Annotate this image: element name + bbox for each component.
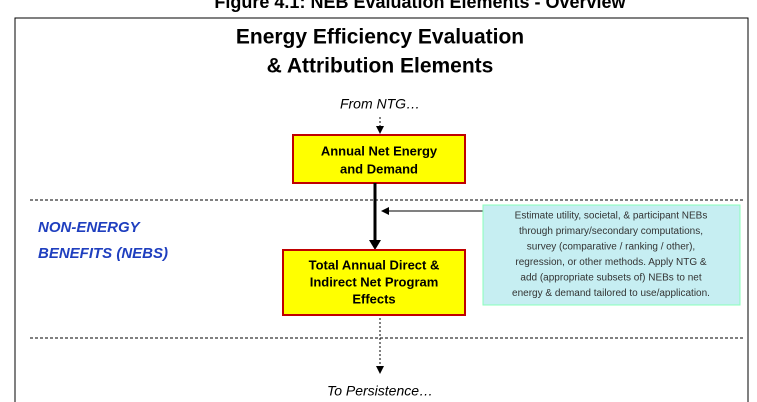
from-label: From NTG… [340,96,420,112]
box-text: Total Annual Direct & [309,257,440,272]
to-label: To Persistence… [327,383,433,399]
side-label: NON-ENERGY [38,219,142,236]
effects-box [282,249,466,316]
arrowhead [369,240,381,250]
note-text: through primary/secondary computations, [519,226,703,237]
energy-box [292,134,466,184]
box-text: Indirect Net Program [310,274,439,289]
note-text: add (appropriate subsets of) NEBs to net [520,273,701,284]
note-text: regression, or other methods. Apply NTG … [515,257,707,268]
note-box [482,204,741,306]
box-text: Effects [352,291,395,306]
side-label: BENEFITS (NEBS) [38,245,168,262]
note-text: Estimate utility, societal, & participan… [515,211,708,222]
frame [14,17,749,402]
box-text: Annual Net Energy [321,143,438,158]
note-text: survey (comparative / ranking / other), [527,242,695,253]
heading-line: Energy Efficiency Evaluation [236,26,524,49]
box-text: and Demand [340,161,418,176]
note-text: energy & demand tailored to use/applicat… [512,288,710,299]
heading-line: & Attribution Elements [267,55,494,78]
figure-title: Figure 4.1: NEB Evaluation Elements - Ov… [214,0,626,12]
